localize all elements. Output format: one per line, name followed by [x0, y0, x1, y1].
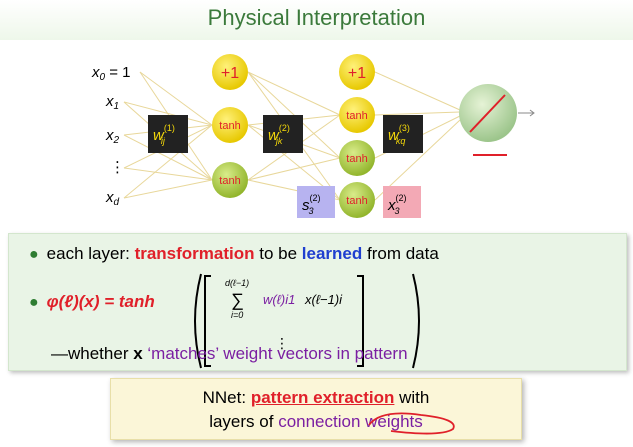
input-xd: xd [105, 189, 120, 208]
output-slash [469, 94, 506, 133]
summary-box: NNet: pattern extraction with layers of … [110, 378, 522, 440]
s-label-box [297, 186, 335, 218]
slide-title: Physical Interpretation [0, 0, 633, 40]
neuron-2-3 [339, 182, 375, 218]
sum-lower: i=0 [231, 310, 243, 320]
svg-text:tanh: tanh [346, 195, 367, 207]
summary-line-1: NNet: pattern extraction with [202, 388, 430, 407]
bullet-1: ● each layer: transformation to be learne… [29, 244, 439, 263]
bias-neuron-2 [339, 54, 375, 90]
svg-text:+1: +1 [348, 65, 366, 82]
weight-box-2 [263, 115, 303, 153]
weight-box-1 [148, 115, 188, 153]
sum-upper: d(ℓ−1) [225, 278, 249, 288]
svg-text:tanh: tanh [346, 110, 367, 122]
neuron-1-2 [212, 162, 248, 198]
bullet-2-formula: ● φ(ℓ)(x) = tanh [29, 292, 155, 311]
bullet-panel: ● each layer: transformation to be learne… [8, 233, 627, 371]
svg-text:+1: +1 [221, 65, 239, 82]
weight-box-3 [383, 115, 423, 153]
input-x1: x1 [105, 93, 119, 112]
bias-neuron-1 [212, 54, 248, 90]
summary-line-2: layers of connection weights [209, 412, 423, 431]
formula-x: x(ℓ−1)i [304, 292, 343, 307]
network-diagram: x0 = 1 x1 x2 ⋮ xd w(1) ij w(2) jk w(3) kq +… [91, 54, 535, 218]
neuron-2-1 [339, 97, 375, 133]
sum-symbol: ∑ [231, 290, 244, 310]
formula-matrix: d(ℓ−1) ∑ i=0 w(ℓ)i1 x(ℓ−1)i ⋮ [194, 273, 420, 369]
neuron-2-2 [339, 140, 375, 176]
formula-dots: ⋮ [275, 335, 289, 351]
input-dots: ⋮ [110, 159, 125, 176]
x-label-box [383, 186, 421, 218]
svg-text:tanh: tanh [219, 175, 240, 187]
input-x2: x2 [105, 127, 120, 146]
handwritten-circle [368, 412, 455, 435]
bullet-3: —whether x ‘matches’ weight vectors in p… [51, 344, 408, 363]
formula-weight: w(ℓ)i1 [263, 292, 295, 307]
input-x0: x0 = 1 [91, 64, 131, 83]
neuron-1-1 [212, 107, 248, 143]
svg-text:tanh: tanh [346, 153, 367, 165]
svg-text:tanh: tanh [219, 120, 240, 132]
